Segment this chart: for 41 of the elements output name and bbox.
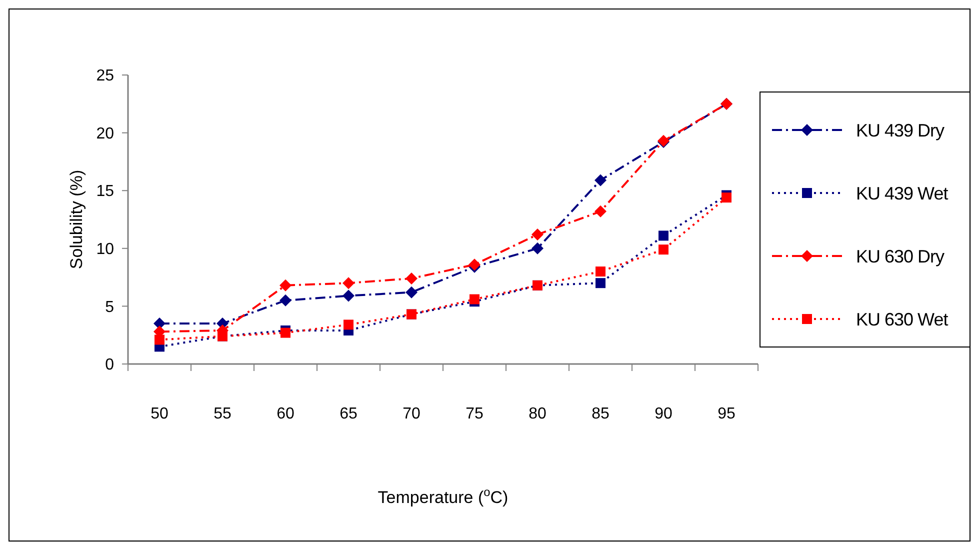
x-tick-label: 90 — [654, 406, 672, 423]
point — [470, 294, 480, 304]
point — [594, 174, 606, 186]
x-tick-label: 65 — [340, 406, 358, 423]
y-tick-label: 5 — [105, 298, 114, 316]
point — [532, 228, 544, 241]
x-tick-label: 50 — [150, 406, 168, 423]
x-tick-label: 80 — [528, 406, 546, 423]
point — [722, 192, 732, 203]
point — [532, 242, 544, 254]
point — [280, 294, 292, 306]
point — [342, 277, 354, 290]
y-axis-title: Solubility (%) — [67, 170, 86, 270]
point — [406, 286, 418, 298]
x-tick-label: 60 — [276, 406, 294, 423]
y-tick-label: 10 — [96, 241, 114, 258]
point — [154, 334, 164, 345]
point — [596, 266, 606, 277]
y-tick-label: 0 — [105, 356, 114, 374]
y-tick-label: 20 — [96, 125, 114, 142]
x-tick-label: 95 — [718, 406, 736, 423]
point — [658, 244, 668, 255]
legend-label: KU 439 Dry — [856, 120, 945, 140]
point — [280, 328, 290, 338]
y-tick-label: 15 — [96, 183, 114, 200]
point — [596, 278, 606, 288]
point — [342, 290, 354, 302]
legend-label: KU 439 Wet — [856, 183, 948, 204]
point — [658, 230, 668, 241]
point — [344, 320, 354, 330]
y-tick-label: 25 — [96, 68, 114, 85]
point — [406, 272, 418, 284]
x-tick-label: 55 — [214, 406, 232, 423]
x-tick-label: 85 — [592, 406, 610, 423]
x-tick-label: 70 — [402, 406, 420, 423]
x-axis-title: Temperature ($^{o}$C) — [378, 485, 508, 507]
point — [594, 205, 606, 218]
x-tick-label: 75 — [466, 406, 484, 423]
point — [280, 279, 292, 292]
legend-label: KU 630 Wet — [856, 309, 948, 330]
legend-label: KU 630 Dry — [856, 246, 945, 266]
